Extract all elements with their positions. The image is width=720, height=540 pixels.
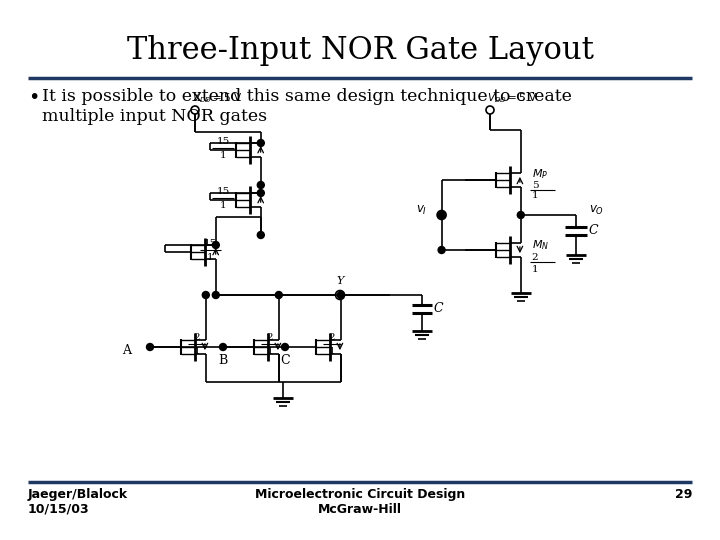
Text: $V_{DD}=5\ \mathrm{V}$: $V_{DD}=5\ \mathrm{V}$: [487, 91, 537, 105]
Text: $v_O$: $v_O$: [589, 204, 604, 217]
Text: •: •: [28, 88, 40, 107]
Text: 15: 15: [204, 240, 217, 248]
Text: 1: 1: [220, 151, 226, 159]
Circle shape: [212, 292, 220, 299]
Text: $M_N$: $M_N$: [531, 238, 549, 252]
Circle shape: [257, 139, 264, 146]
Circle shape: [275, 292, 282, 299]
Circle shape: [517, 212, 524, 219]
Circle shape: [438, 246, 445, 253]
Circle shape: [257, 190, 264, 197]
Circle shape: [438, 212, 445, 219]
Circle shape: [282, 343, 289, 350]
Text: 1: 1: [194, 347, 200, 355]
Circle shape: [257, 232, 264, 239]
Text: 5: 5: [531, 181, 539, 191]
Text: 2: 2: [266, 334, 273, 342]
Text: 29: 29: [675, 488, 692, 501]
Text: $v_I$: $v_I$: [416, 204, 428, 217]
Text: 1: 1: [266, 347, 273, 355]
Text: $M_P$: $M_P$: [531, 167, 548, 181]
Circle shape: [146, 343, 153, 350]
Text: A: A: [122, 345, 131, 357]
Text: Jaeger/Blalock
10/15/03: Jaeger/Blalock 10/15/03: [28, 488, 128, 516]
Text: Three-Input NOR Gate Layout: Three-Input NOR Gate Layout: [127, 35, 593, 66]
Text: B: B: [218, 354, 228, 368]
Circle shape: [257, 181, 264, 188]
Text: 1: 1: [220, 200, 226, 210]
Text: Y: Y: [336, 276, 343, 286]
Text: C: C: [280, 354, 290, 368]
Text: $V_{DD}=5\ \mathrm{V}$: $V_{DD}=5\ \mathrm{V}$: [192, 91, 243, 105]
Text: It is possible to extend this same design technique to create
multiple input NOR: It is possible to extend this same desig…: [42, 88, 572, 125]
Text: C: C: [433, 302, 443, 315]
Circle shape: [337, 292, 344, 299]
Circle shape: [220, 343, 227, 350]
Text: C: C: [589, 225, 598, 238]
Text: 2: 2: [194, 334, 200, 342]
Circle shape: [212, 241, 220, 248]
Text: 1: 1: [531, 192, 539, 200]
Text: Microelectronic Circuit Design
McGraw-Hill: Microelectronic Circuit Design McGraw-Hi…: [255, 488, 465, 516]
Text: 1: 1: [207, 253, 214, 261]
Text: 15: 15: [217, 138, 230, 146]
Text: 2: 2: [531, 253, 539, 261]
Text: 2: 2: [328, 334, 335, 342]
Text: 1: 1: [531, 265, 539, 273]
Text: 1: 1: [328, 347, 335, 355]
Text: 15: 15: [217, 187, 230, 197]
Circle shape: [202, 292, 210, 299]
